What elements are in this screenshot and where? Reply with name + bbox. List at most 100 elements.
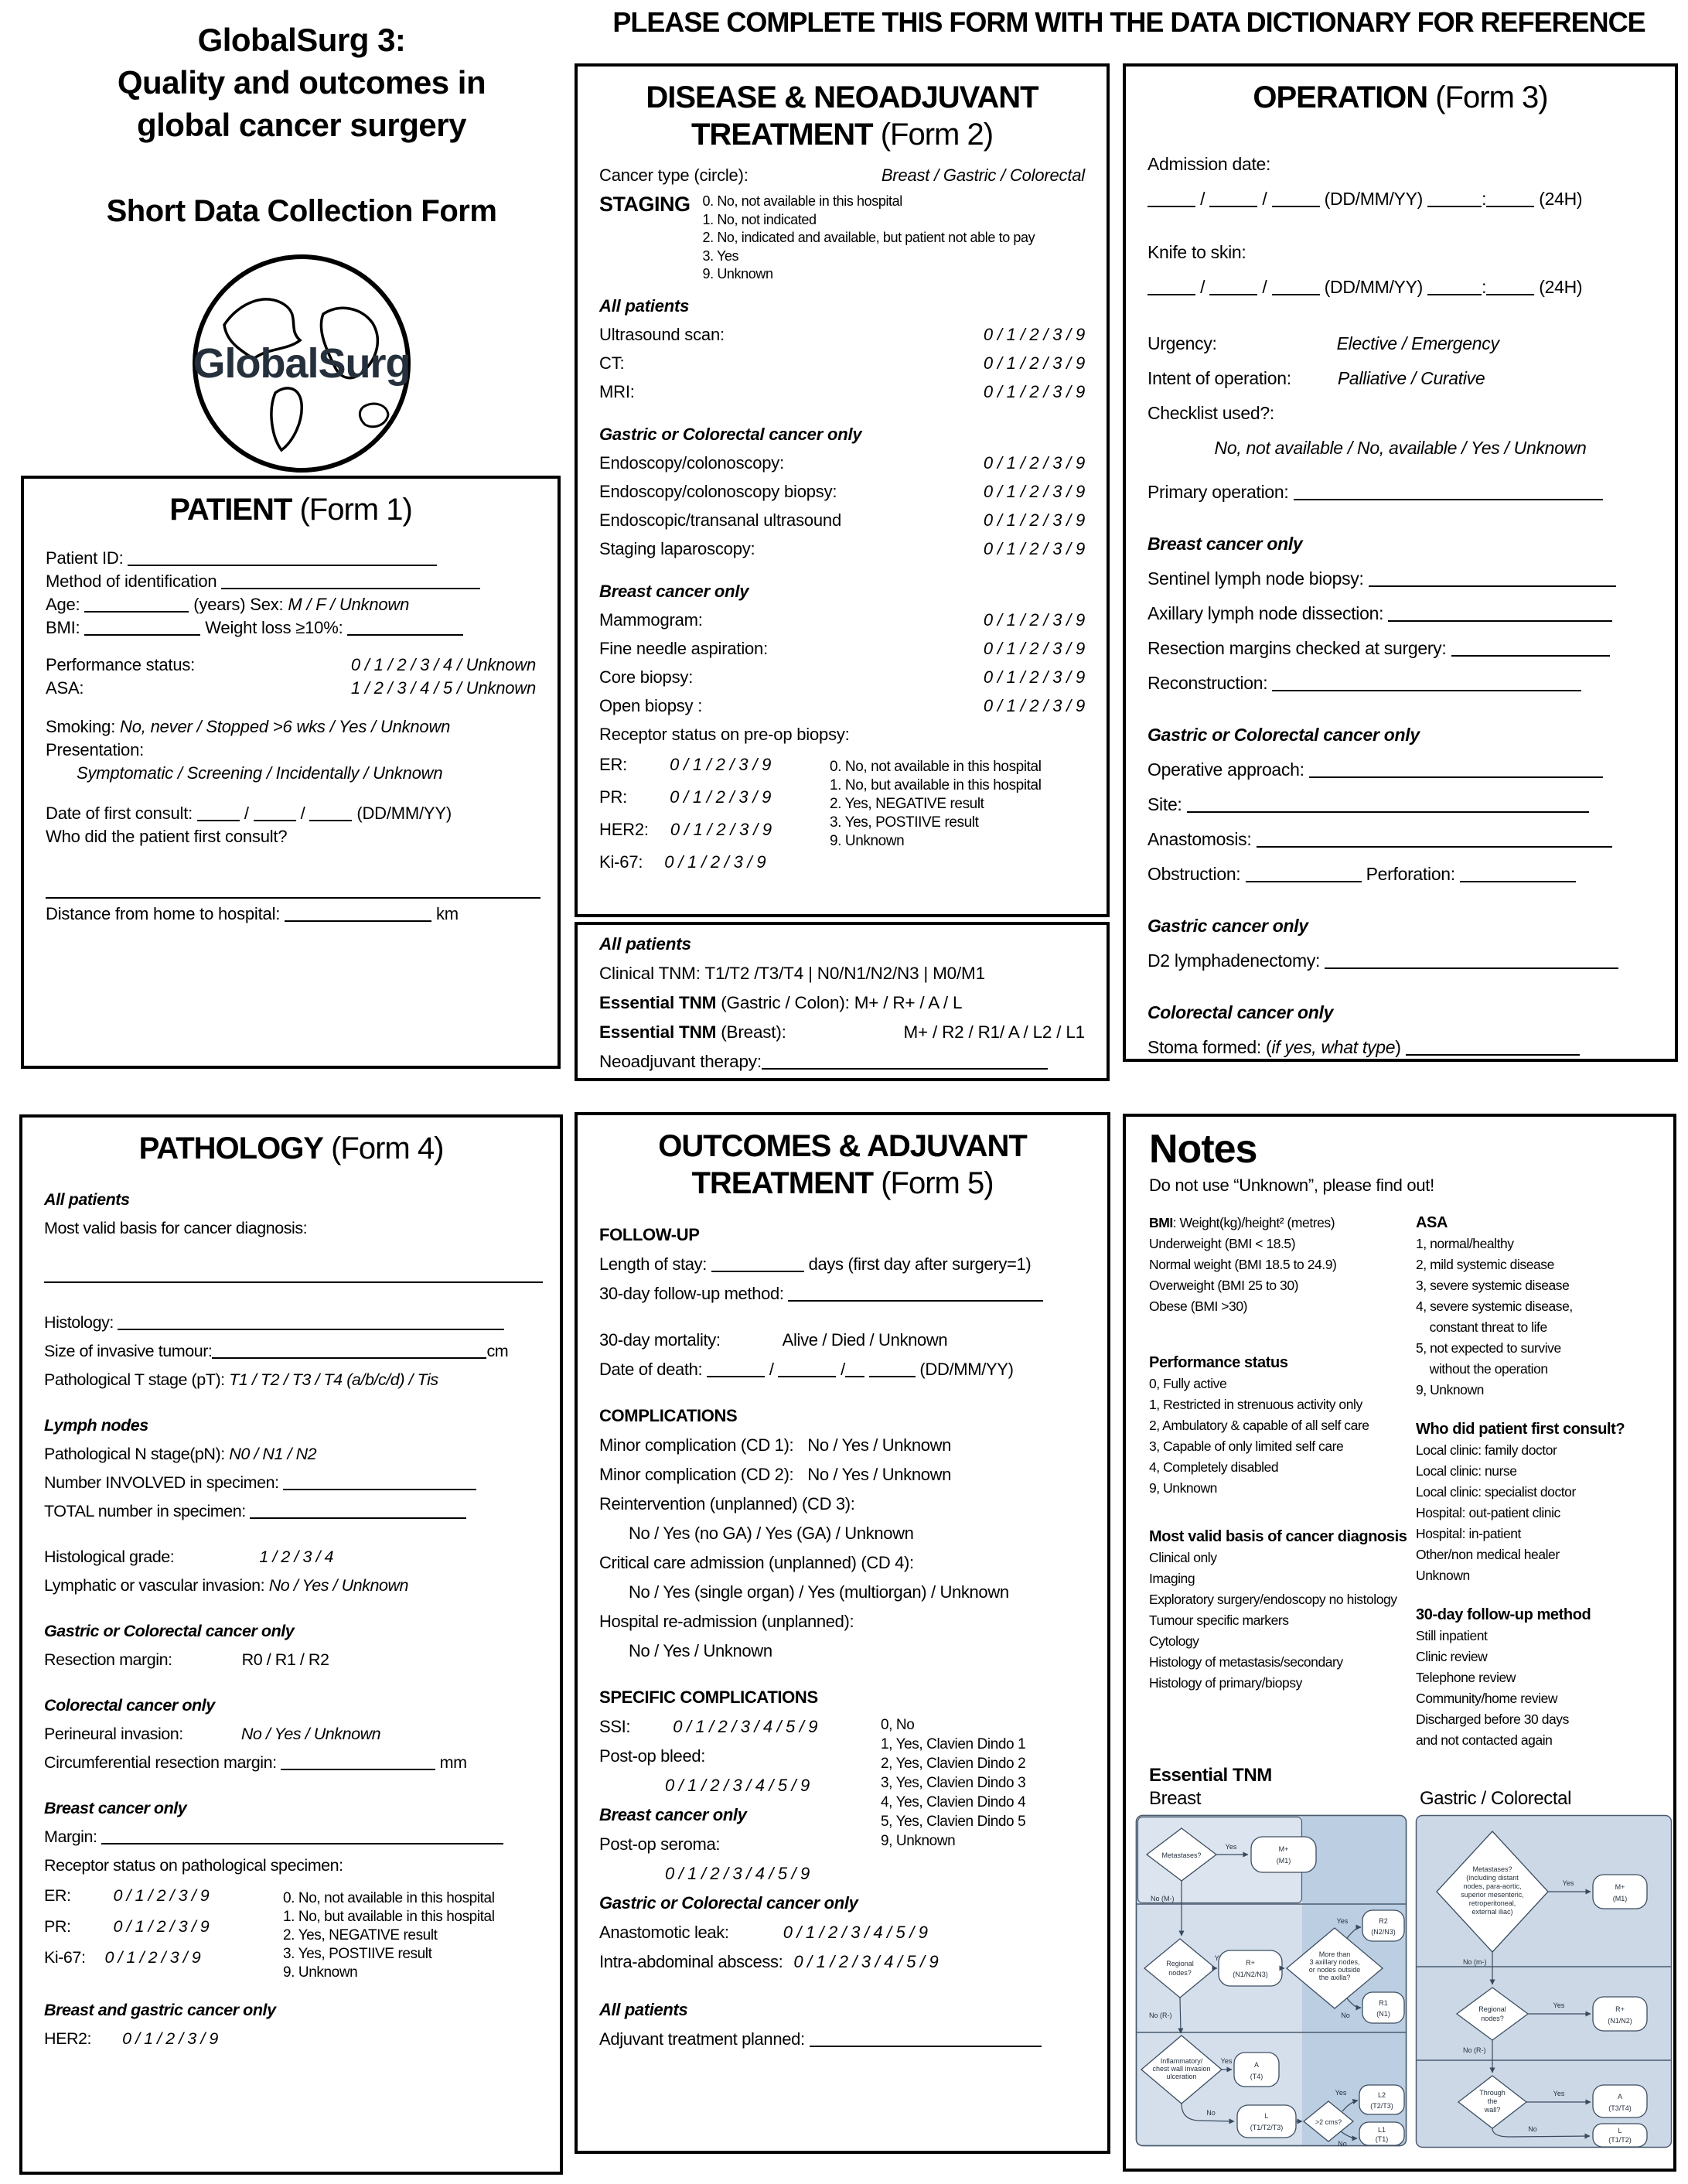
text-segment: 0 / 1 / 2 / 3 / 9 [983, 452, 1085, 473]
form-line: Post-op bleed: [599, 1742, 881, 1771]
disease-tnm-box: All patients Clinical TNM: T1/T2 /T3/T4 |… [575, 922, 1110, 1081]
text-segment: FOLLOW-UP [599, 1225, 700, 1244]
text-segment: Lymphatic or vascular invasion: [44, 1576, 269, 1595]
line-left: Endoscopy/colonoscopy biopsy: [599, 477, 837, 506]
text-segment: Colorectal cancer only [1147, 1002, 1334, 1022]
text-segment: Essential TNM [599, 1022, 717, 1042]
svg-text:Yes: Yes [1221, 2057, 1233, 2065]
spacer [71, 1900, 114, 1901]
svg-text:R+: R+ [1615, 2005, 1625, 2013]
spacer [599, 1666, 1086, 1683]
form-line: Checklist used?: [1147, 396, 1653, 431]
blank-field [711, 1268, 804, 1272]
spacer [1217, 349, 1337, 350]
line-right: 0 / 1 / 2 / 3 / 9 [984, 634, 1085, 663]
spacer [1147, 892, 1653, 909]
form-line: Date of death: / / (DD/MM/YY) [599, 1355, 1086, 1384]
text-segment: (DD/MM/YY) [1319, 189, 1428, 209]
line-left: Fine needle aspiration: [599, 634, 768, 663]
text-segment: M / F / Unknown [288, 595, 410, 614]
blank-field [250, 1514, 467, 1519]
text-segment: Circumferential resection margin: [44, 1753, 281, 1772]
tnm-breast-flowchart: Metastases? Yes M+ (M1) No (M-) Regional… [1135, 1814, 1407, 2147]
text-segment: Neoadjuvant therapy: [599, 1052, 762, 1071]
text-segment: Endoscopic/transanal ultrasound [599, 510, 842, 530]
form-line: Clinical TNM: T1/T2 /T3/T4 | N0/N1/N2/N3… [599, 959, 1085, 988]
svg-text:Yes: Yes [1563, 1879, 1574, 1887]
notes-line: Obese (BMI >30) [1149, 1298, 1247, 1314]
text-segment: 0 / 1 / 2 / 3 / 9 [983, 609, 1085, 630]
blank-field [212, 1354, 487, 1359]
text-segment: ASA: [46, 678, 84, 698]
notes-line: Underweight (BMI < 18.5) [1149, 1236, 1296, 1251]
form-line: Colorectal cancer only [1147, 995, 1653, 1030]
blank-field [1147, 203, 1195, 207]
blank-field [1245, 878, 1362, 882]
text-segment: 0 / 1 / 2 / 3 / 9 [983, 324, 1085, 344]
form-line: Margin: [44, 1823, 538, 1851]
blank-field [778, 1373, 837, 1377]
form-line: Neoadjuvant therapy: [599, 1047, 1085, 1077]
notes-block: Performance status 0, Fully active 1, Rest… [1149, 1353, 1416, 1499]
form-line: Cancer type (circle): Breast / Gastric / … [599, 161, 1085, 189]
legend-item: 1, Yes, Clavien Dindo 1 [881, 1736, 1026, 1752]
notes-line: 5, not expected to survive [1416, 1340, 1561, 1356]
options-with-legend: ER: 0 / 1 / 2 / 3 / 9 PR: 0 / 1 / 2 / 3 / 9… [44, 1880, 538, 1982]
tnm-gastric-flowchart: Metastases? (including distant nodes, pa… [1415, 1814, 1673, 2148]
text-segment: Reconstruction: [1147, 673, 1273, 693]
notes-line: Other/non medical healer [1416, 1547, 1560, 1562]
svg-text:M+: M+ [1279, 1845, 1289, 1853]
form-line: No / Yes (single organ) / Yes (multiorga… [599, 1578, 1086, 1607]
notes-line: without the operation [1416, 1361, 1548, 1377]
form-line: Fine needle aspiration: 0 / 1 / 2 / 3 / 9 [599, 634, 1085, 663]
text-segment: Core biopsy: [599, 667, 694, 687]
text-segment: mm [435, 1753, 467, 1772]
form-line: Age: (years) Sex: M / F / Unknown [46, 593, 536, 616]
notes-line: Imaging [1149, 1571, 1195, 1586]
text-segment: Minor complication (CD 1): [599, 1435, 794, 1455]
svg-text:Yes: Yes [1226, 1843, 1237, 1851]
line-left: Performance status: [46, 653, 195, 677]
blank-field [1486, 291, 1535, 295]
form-line: / / (DD/MM/YY) : (24H) [1147, 270, 1653, 305]
text-segment: CT: [599, 353, 625, 373]
form-line: Hospital re-admission (unplanned): [599, 1607, 1086, 1636]
svg-text:L: L [1618, 2127, 1622, 2135]
blank-field [1427, 291, 1482, 295]
form-line: Pathological T stage (pT): T1 / T2 / T3 … [44, 1366, 538, 1394]
text-segment: ER: [599, 754, 628, 774]
text-segment: if yes, what type [1271, 1037, 1396, 1057]
line-left: MRI: [599, 377, 635, 406]
globalsurg-logo-text: GlobalSurg [193, 340, 410, 387]
form-subtitle: Short Data Collection Form [106, 194, 497, 228]
form-line: MRI: 0 / 1 / 2 / 3 / 9 [599, 377, 1085, 406]
text-segment: 0 / 1 / 2 / 3 / 9 [670, 819, 772, 839]
svg-text:(T4): (T4) [1250, 2073, 1263, 2080]
line-right: 0 / 1 / 2 / 3 / 9 [984, 477, 1085, 506]
legend-item: 1. No, not indicated [702, 211, 817, 227]
form-line: Breast cancer only [1147, 527, 1653, 561]
blank-field [1451, 652, 1610, 657]
blank-field [118, 1326, 505, 1330]
form-line: Essential TNM (Gastric / Colon): M+ / R+… [599, 988, 1085, 1018]
form-line: Intent of operation: Palliative / Curativ… [1147, 361, 1653, 396]
form-line: Distance from home to hospital: km [46, 903, 536, 926]
spacer [46, 785, 536, 802]
notes-block: Most valid basis of cancer diagnosis Clin… [1149, 1527, 1416, 1694]
text-segment: Weight loss ≥10%: [200, 618, 348, 637]
notes-block-header: Performance status [1149, 1354, 1288, 1371]
legend-item: 2. Yes, NEGATIVE result [283, 1927, 438, 1943]
line-left: ASA: [46, 677, 84, 700]
tnm-breast-label: Breast [1149, 1788, 1201, 1809]
line-left: Ultrasound scan: [599, 320, 725, 349]
text-segment: ER: [44, 1886, 71, 1905]
spacer [44, 1526, 538, 1543]
text-segment: Size of invasive tumour: [44, 1342, 213, 1360]
svg-text:(M1): (M1) [1277, 1857, 1291, 1865]
text-segment: M+ / R2 / R1/ A / L2 / L1 [903, 1022, 1085, 1042]
text-segment: Clinical TNM: T1/T2 /T3/T4 | N0/N1/N2/N3… [599, 964, 985, 983]
notes-line: 2, mild systemic disease [1416, 1257, 1554, 1272]
text-segment: 0 / 1 / 2 / 3 / 4 / 5 / 9 [783, 1923, 928, 1942]
text-segment: (24H) [1534, 189, 1583, 209]
